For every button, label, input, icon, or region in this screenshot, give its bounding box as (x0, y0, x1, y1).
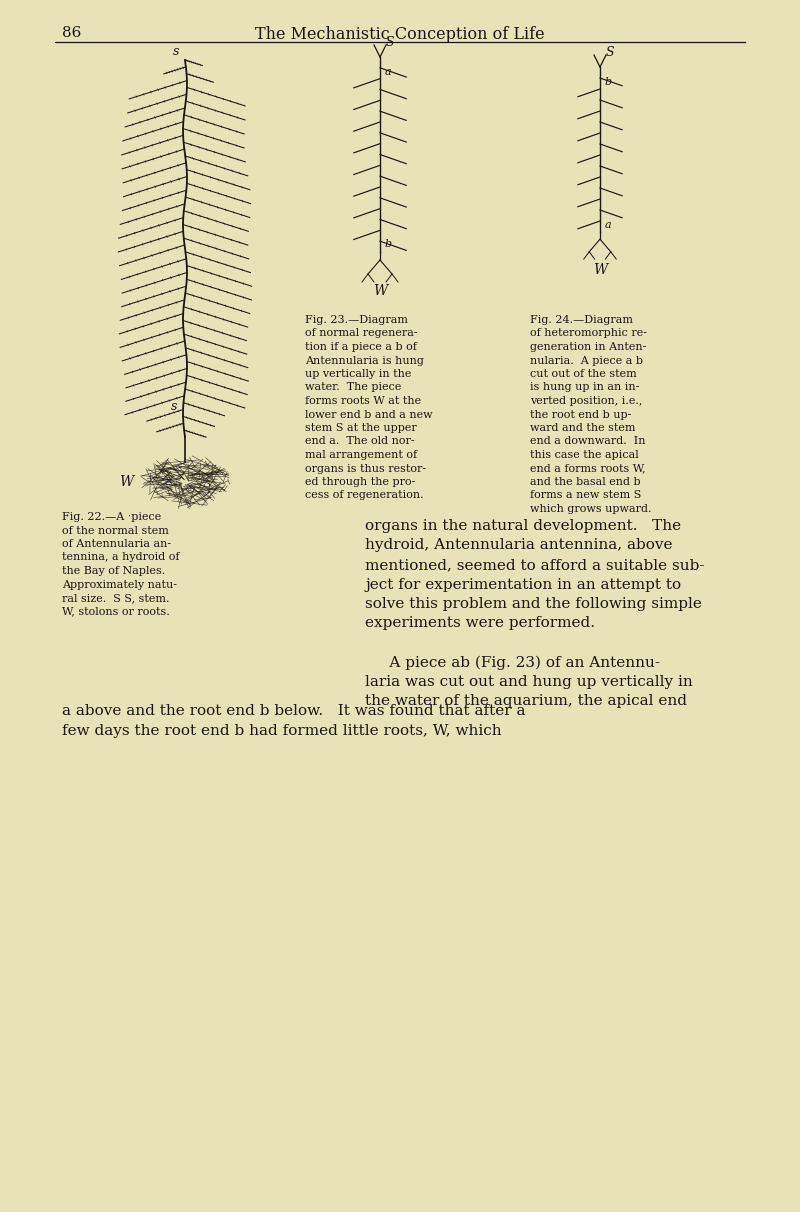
Text: b: b (605, 78, 612, 87)
Text: is hung up in an in-: is hung up in an in- (530, 383, 639, 393)
Text: organs is thus restor-: organs is thus restor- (305, 463, 426, 474)
Text: end a downward.  In: end a downward. In (530, 436, 646, 446)
Text: W: W (373, 284, 387, 298)
Text: the Bay of Naples.: the Bay of Naples. (62, 566, 166, 576)
Text: ral size.  S S, stem.: ral size. S S, stem. (62, 593, 170, 604)
Text: end a.  The old nor-: end a. The old nor- (305, 436, 414, 446)
Text: ward and the stem: ward and the stem (530, 423, 635, 433)
Text: S: S (386, 36, 394, 50)
Text: tennina, a hydroid of: tennina, a hydroid of (62, 553, 179, 562)
Text: experiments were performed.: experiments were performed. (365, 617, 595, 630)
Text: Fig. 23.—Diagram: Fig. 23.—Diagram (305, 315, 408, 325)
Text: organs in the natural development.   The: organs in the natural development. The (365, 519, 681, 533)
Text: b: b (385, 239, 392, 248)
Text: forms roots W at the: forms roots W at the (305, 396, 421, 406)
Text: which grows upward.: which grows upward. (530, 504, 651, 514)
Text: W: W (118, 475, 133, 488)
Text: water.  The piece: water. The piece (305, 383, 402, 393)
Text: hydroid, Antennularia antennina, above: hydroid, Antennularia antennina, above (365, 538, 673, 553)
Text: mentioned, seemed to afford a suitable sub-: mentioned, seemed to afford a suitable s… (365, 558, 705, 572)
Text: Antennularia is hung: Antennularia is hung (305, 355, 424, 366)
Text: few days the root end b had formed little roots, W, which: few days the root end b had formed littl… (62, 724, 502, 738)
Text: of normal regenera-: of normal regenera- (305, 328, 418, 338)
Text: Fig. 24.—Diagram: Fig. 24.—Diagram (530, 315, 633, 325)
Text: this case the apical: this case the apical (530, 450, 638, 461)
Text: nularia.  A piece a b: nularia. A piece a b (530, 355, 643, 366)
Text: A piece ab (Fig. 23) of an Antennu-: A piece ab (Fig. 23) of an Antennu- (365, 656, 660, 670)
Text: a: a (385, 67, 392, 78)
Text: solve this problem and the following simple: solve this problem and the following sim… (365, 598, 702, 611)
Text: stem S at the upper: stem S at the upper (305, 423, 417, 433)
Text: a: a (605, 221, 612, 230)
Text: W: W (593, 263, 607, 278)
Text: The Mechanistic Conception of Life: The Mechanistic Conception of Life (255, 25, 545, 42)
Text: s: s (170, 400, 177, 413)
Text: forms a new stem S: forms a new stem S (530, 491, 642, 501)
Text: W, stolons or roots.: W, stolons or roots. (62, 606, 170, 617)
Text: the root end b up-: the root end b up- (530, 410, 631, 419)
Text: ject for experimentation in an attempt to: ject for experimentation in an attempt t… (365, 577, 681, 591)
Text: mal arrangement of: mal arrangement of (305, 450, 417, 461)
Text: S: S (606, 46, 614, 59)
Text: of Antennularia an-: of Antennularia an- (62, 539, 171, 549)
Text: of heteromorphic re-: of heteromorphic re- (530, 328, 647, 338)
Text: s: s (173, 45, 179, 58)
Text: laria was cut out and hung up vertically in: laria was cut out and hung up vertically… (365, 675, 693, 688)
Text: cess of regeneration.: cess of regeneration. (305, 491, 424, 501)
Text: generation in Anten-: generation in Anten- (530, 342, 646, 351)
Text: 86: 86 (62, 25, 82, 40)
Text: cut out of the stem: cut out of the stem (530, 368, 637, 379)
Text: ed through the pro-: ed through the pro- (305, 478, 415, 487)
Text: and the basal end b: and the basal end b (530, 478, 641, 487)
Text: lower end b and a new: lower end b and a new (305, 410, 433, 419)
Text: Fig. 22.—A ·piece: Fig. 22.—A ·piece (62, 511, 162, 522)
Text: a above and the root end b below.   It was found that after a: a above and the root end b below. It was… (62, 704, 526, 719)
Text: tion if a piece a b of: tion if a piece a b of (305, 342, 417, 351)
Text: end a forms roots W,: end a forms roots W, (530, 463, 646, 474)
Text: up vertically in the: up vertically in the (305, 368, 411, 379)
Text: verted position, i.e.,: verted position, i.e., (530, 396, 642, 406)
Text: Approximately natu-: Approximately natu- (62, 579, 177, 589)
Text: of the normal stem: of the normal stem (62, 526, 169, 536)
Text: the water of the aquarium, the apical end: the water of the aquarium, the apical en… (365, 694, 687, 709)
